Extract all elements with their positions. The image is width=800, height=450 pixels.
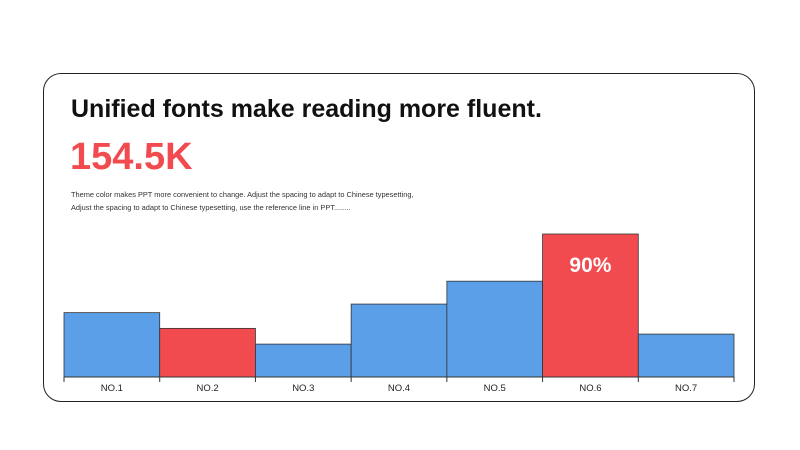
bar-no6 bbox=[542, 233, 639, 378]
bar-no3 bbox=[255, 343, 352, 378]
slide-title: Unified fonts make reading more fluent. bbox=[71, 95, 542, 123]
x-tick-label: NO.4 bbox=[388, 383, 410, 394]
bar-no2 bbox=[159, 327, 256, 378]
bar-no1 bbox=[63, 312, 161, 378]
description-text: Theme color makes PPT more convenient to… bbox=[71, 190, 414, 212]
data-label: 90% bbox=[569, 254, 611, 277]
bar-no4 bbox=[350, 303, 448, 378]
x-tick-label: NO.1 bbox=[101, 383, 123, 394]
x-tick-label: NO.7 bbox=[675, 383, 697, 394]
x-tick-label: NO.6 bbox=[579, 383, 601, 394]
bar-no5 bbox=[446, 280, 543, 378]
bar-no7 bbox=[637, 333, 735, 378]
x-tick-label: NO.5 bbox=[484, 383, 506, 394]
highlight-number: 154.5K bbox=[70, 136, 193, 178]
x-tick-label: NO.2 bbox=[196, 383, 218, 394]
x-tick-label: NO.3 bbox=[292, 383, 314, 394]
